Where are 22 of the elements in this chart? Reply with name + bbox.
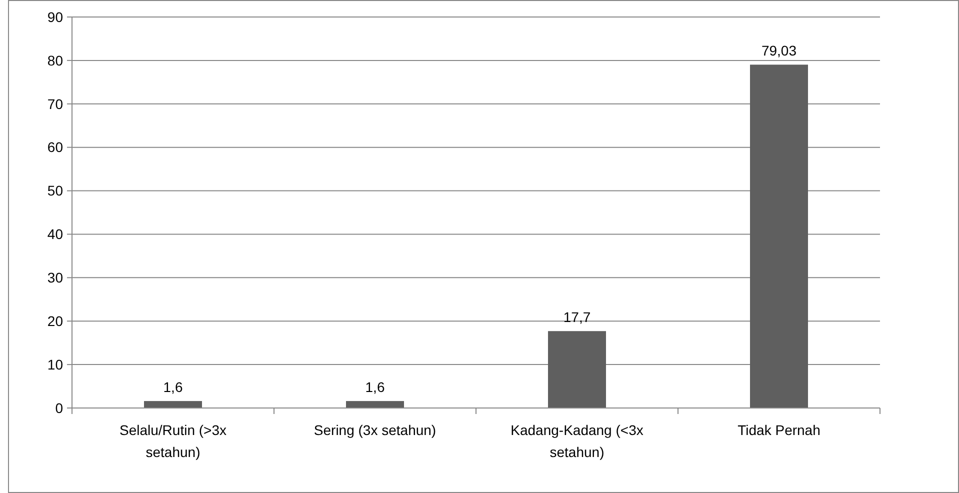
y-tick-label: 60 xyxy=(47,139,64,156)
x-tick-label: Kadang-Kadang (<3x setahun) xyxy=(510,422,644,460)
y-tick-label: 10 xyxy=(47,356,64,372)
bar xyxy=(346,401,404,408)
x-tick-label: Tidak Pernah xyxy=(738,422,820,438)
y-tick-label: 80 xyxy=(47,52,64,68)
data-label: 17,7 xyxy=(563,309,591,326)
y-tick-label: 30 xyxy=(47,270,64,286)
y-tick-label: 70 xyxy=(47,96,64,112)
data-label: 1,6 xyxy=(163,379,183,396)
y-tick-label: 0 xyxy=(55,400,64,416)
bar xyxy=(144,401,202,408)
data-label: 79,03 xyxy=(761,42,797,59)
y-tick-label: 40 xyxy=(47,226,64,242)
x-tick-label: Sering (3x setahun) xyxy=(314,422,436,438)
y-tick-label: 90 xyxy=(47,8,64,25)
bar xyxy=(750,64,808,408)
y-tick-label: 50 xyxy=(47,182,64,199)
y-tick-label: 20 xyxy=(47,313,64,330)
x-tick-label: Selalu/Rutin (>3x setahun) xyxy=(119,422,227,460)
bar xyxy=(548,331,606,408)
data-label: 1,6 xyxy=(365,379,385,396)
